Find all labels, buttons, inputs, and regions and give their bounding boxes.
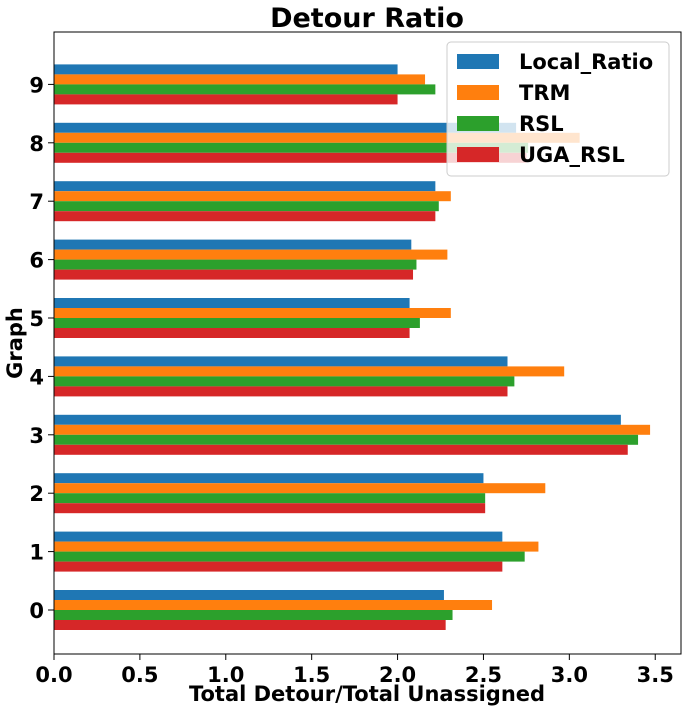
bar-rsl-graph-4	[54, 376, 515, 387]
plot-frame	[53, 31, 682, 655]
x-tick-label: 3.5	[637, 663, 674, 687]
y-tick-label: 0	[29, 599, 44, 623]
y-tick-label: 7	[29, 190, 44, 214]
bar-trm-graph-9	[54, 74, 426, 85]
y-tick-label: 5	[29, 307, 44, 331]
y-tick-label: 2	[29, 482, 44, 506]
bar-trm-graph-1	[54, 541, 539, 552]
x-tick-label: 1.0	[207, 663, 244, 687]
bar-trm-graph-2	[54, 483, 546, 494]
y-tick-label: 3	[29, 424, 44, 448]
bar-uga-rsl-graph-3	[54, 444, 628, 455]
x-axis-label: Total Detour/Total Unassigned	[189, 682, 545, 706]
bar-local-ratio-graph-4	[54, 356, 508, 367]
legend: Local_Ratio TRM RSL UGA_RSL	[446, 41, 670, 177]
legend-swatch-uga-rsl	[457, 147, 499, 162]
bar-trm-graph-3	[54, 424, 651, 435]
bar-local-ratio-graph-5	[54, 298, 410, 308]
bar-uga-rsl-graph-1	[54, 561, 503, 572]
bar-trm-graph-8	[54, 132, 580, 143]
x-tick-label: 0.0	[35, 663, 72, 687]
bar-uga-rsl-graph-5	[54, 328, 410, 338]
x-tick-label: 2.0	[379, 663, 416, 687]
y-tick-label: 1	[29, 541, 44, 565]
bar-uga-rsl-graph-9	[54, 94, 398, 105]
y-tick-label: 6	[29, 249, 44, 273]
bar-trm-graph-0	[54, 600, 493, 610]
bar-trm-graph-4	[54, 366, 565, 377]
legend-swatch-local-ratio	[457, 54, 499, 69]
bar-local-ratio-graph-3	[54, 414, 621, 425]
chart-title: Detour Ratio	[270, 3, 464, 34]
bars-layer	[54, 64, 651, 630]
legend-label-rsl: RSL	[519, 112, 564, 136]
bar-rsl-graph-3	[54, 434, 639, 445]
bar-rsl-graph-2	[54, 493, 486, 504]
bar-rsl-graph-9	[54, 84, 436, 95]
y-tick-label: 8	[29, 132, 44, 156]
x-axis-ticks: 0.0 0.5 1.0 1.5 2.0 2.5 3.0 3.5	[35, 654, 674, 687]
bar-uga-rsl-graph-0	[54, 620, 446, 630]
legend-label-trm: TRM	[519, 81, 570, 105]
bar-uga-rsl-graph-6	[54, 269, 414, 280]
bar-local-ratio-graph-8	[54, 122, 517, 133]
legend-label-local-ratio: Local_Ratio	[519, 50, 653, 74]
bar-uga-rsl-graph-7	[54, 211, 436, 222]
bar-uga-rsl-graph-2	[54, 503, 486, 514]
y-tick-label: 9	[29, 73, 44, 97]
bar-uga-rsl-graph-4	[54, 386, 508, 397]
bar-rsl-graph-7	[54, 201, 439, 212]
x-tick-label: 3.0	[551, 663, 588, 687]
y-axis-label: Graph	[3, 307, 27, 379]
bar-local-ratio-graph-0	[54, 590, 444, 600]
bar-rsl-graph-1	[54, 551, 525, 562]
y-axis-ticks: 0 1 2 3 4 5 6 7 8 9	[29, 73, 54, 623]
y-tick-label: 4	[29, 365, 44, 389]
x-tick-label: 1.5	[293, 663, 330, 687]
bar-trm-graph-7	[54, 191, 451, 202]
bar-trm-graph-5	[54, 308, 451, 318]
bar-local-ratio-graph-7	[54, 181, 436, 192]
x-tick-label: 0.5	[121, 663, 158, 687]
legend-box	[446, 41, 670, 177]
bar-local-ratio-graph-2	[54, 473, 484, 484]
bar-rsl-graph-6	[54, 259, 417, 270]
bar-rsl-graph-8	[54, 142, 529, 153]
bar-uga-rsl-graph-8	[54, 152, 527, 163]
bar-local-ratio-graph-1	[54, 531, 503, 542]
x-tick-label: 2.5	[465, 663, 502, 687]
bar-trm-graph-6	[54, 249, 448, 260]
bar-local-ratio-graph-9	[54, 64, 398, 75]
bar-rsl-graph-0	[54, 610, 453, 620]
bar-local-ratio-graph-6	[54, 239, 412, 250]
legend-swatch-trm	[457, 85, 499, 100]
legend-swatch-rsl	[457, 116, 499, 131]
legend-label-uga-rsl: UGA_RSL	[519, 143, 625, 167]
bar-rsl-graph-5	[54, 318, 420, 328]
